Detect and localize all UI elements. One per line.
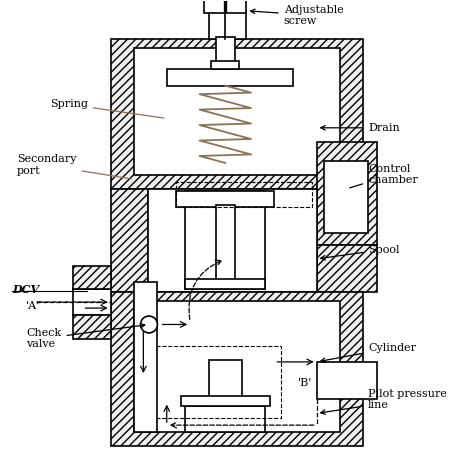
Bar (324, 161, 368, 233)
Bar (134, 301, 340, 432)
Bar (176, 191, 274, 207)
Bar (110, 39, 364, 189)
Text: Secondary
port: Secondary port (17, 154, 131, 179)
Text: DCV: DCV (12, 284, 39, 295)
Text: 'A': 'A' (26, 300, 41, 311)
Bar (185, 406, 265, 432)
Text: Cylinder: Cylinder (321, 343, 416, 363)
Bar (185, 191, 265, 289)
Bar (176, 182, 312, 207)
Text: Spool: Spool (321, 244, 400, 260)
Bar (209, 11, 246, 39)
Bar (110, 292, 364, 446)
Bar (73, 315, 110, 339)
Bar (216, 205, 235, 289)
Bar (150, 346, 282, 418)
Bar (204, 0, 246, 13)
Bar (167, 69, 293, 86)
Bar (317, 362, 377, 399)
Bar (134, 282, 157, 432)
Bar (73, 266, 110, 289)
Text: Control
chamber: Control chamber (350, 164, 418, 188)
Bar (110, 189, 148, 292)
Bar (317, 245, 377, 292)
Bar (317, 142, 377, 245)
Text: Pilot pressure
line: Pilot pressure line (321, 389, 447, 414)
Text: Spring: Spring (50, 99, 164, 118)
Bar (211, 61, 239, 69)
Bar (181, 396, 270, 406)
Text: Check
valve: Check valve (26, 324, 145, 349)
Bar (216, 37, 235, 62)
Text: Adjustable
screw: Adjustable screw (251, 5, 344, 26)
Bar (134, 48, 340, 175)
Bar (73, 289, 110, 315)
Bar (185, 279, 265, 289)
Text: 'B': 'B' (298, 378, 312, 388)
Bar (209, 359, 242, 406)
Bar (148, 189, 317, 292)
Circle shape (141, 316, 157, 333)
Text: Drain: Drain (321, 123, 400, 133)
